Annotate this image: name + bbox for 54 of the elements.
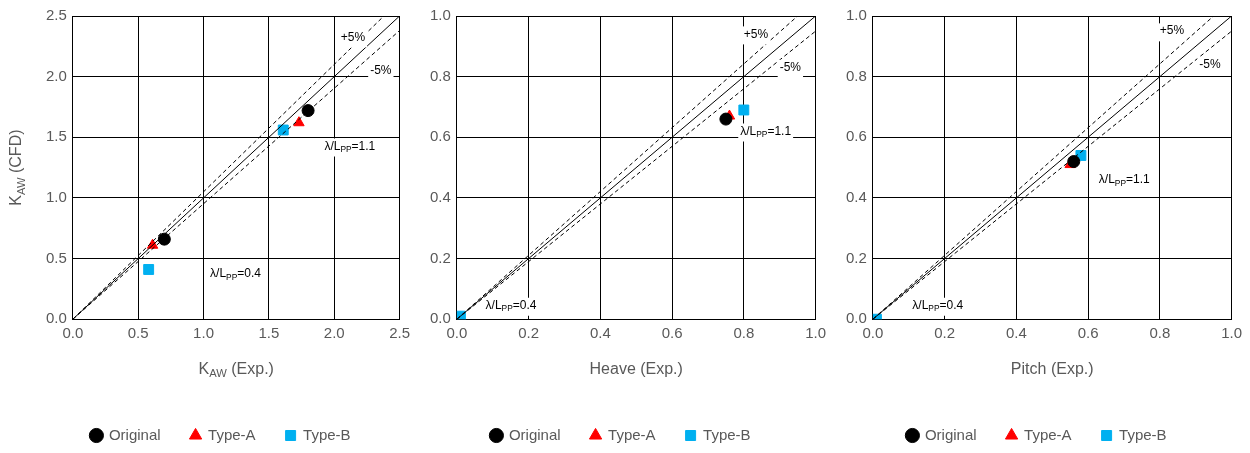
x-tick-label: 0.5 — [127, 324, 149, 342]
x-tick-label: 1.5 — [258, 324, 280, 342]
legend-label: Type-B — [303, 425, 351, 443]
x-tick-label: 0.6 — [661, 324, 683, 342]
legend-label: Original — [924, 425, 977, 443]
y-tick-label: 0.0 — [845, 309, 867, 327]
x-tick-label: 0.4 — [589, 324, 611, 342]
x-tick-label: 0.8 — [1149, 324, 1171, 342]
annotation: +5% — [743, 26, 769, 41]
y-tick-label: 0.8 — [429, 66, 451, 84]
y-tick-label: 0.6 — [429, 127, 451, 145]
legend-label: Type-B — [1119, 425, 1167, 443]
y-tick-label: 1.0 — [845, 6, 867, 24]
x-axis-title: Heave (Exp.) — [589, 359, 683, 377]
annotation: -5% — [1199, 56, 1221, 71]
annotation: +5% — [1159, 23, 1185, 38]
y-tick-label: 2.0 — [45, 66, 67, 84]
x-tick-label: 2.0 — [323, 324, 345, 342]
legend-label: Type-A — [1024, 425, 1072, 443]
y-tick-label: 0.8 — [845, 66, 867, 84]
y-tick-label: 0.5 — [45, 248, 67, 266]
x-tick-label: 0.0 — [62, 324, 84, 342]
y-tick-label: 2.5 — [45, 6, 67, 24]
x-tick-label: 0.2 — [934, 324, 956, 342]
x-tick-label: 0.0 — [446, 324, 468, 342]
y-tick-label: 0.4 — [845, 188, 867, 206]
x-tick-label: 1.0 — [1221, 324, 1242, 342]
x-tick-label: 0.8 — [733, 324, 755, 342]
legend-label: Type-B — [703, 425, 751, 443]
y-tick-label: 0.2 — [429, 248, 451, 266]
legend-label: Type-A — [208, 425, 256, 443]
legend-label: Type-A — [608, 425, 656, 443]
x-tick-label: 1.0 — [805, 324, 826, 342]
y-tick-label: 1.0 — [45, 188, 67, 206]
legend-label: Original — [508, 425, 561, 443]
x-tick-label: 0.6 — [1077, 324, 1099, 342]
y-tick-label: 0.0 — [429, 309, 451, 327]
x-tick-label: 0.4 — [1005, 324, 1027, 342]
legend-label: Original — [108, 425, 161, 443]
x-tick-label: 0.2 — [518, 324, 540, 342]
annotation: -5% — [779, 59, 802, 74]
x-tick-label: 0.0 — [862, 324, 884, 342]
y-tick-label: 0.2 — [845, 248, 867, 266]
y-tick-label: 0.4 — [429, 188, 451, 206]
annotation: -5% — [370, 62, 392, 77]
y-tick-label: 1.5 — [45, 127, 67, 145]
y-axis-title: KAW (CFD) — [7, 129, 27, 206]
y-tick-label: 0.6 — [845, 127, 867, 145]
y-tick-label: 1.0 — [429, 6, 451, 24]
x-axis-title: Pitch (Exp.) — [1010, 359, 1094, 377]
y-tick-label: 0.0 — [45, 309, 67, 327]
annotation: +5% — [340, 29, 366, 44]
x-tick-label: 2.5 — [389, 324, 410, 342]
x-tick-label: 1.0 — [193, 324, 214, 342]
